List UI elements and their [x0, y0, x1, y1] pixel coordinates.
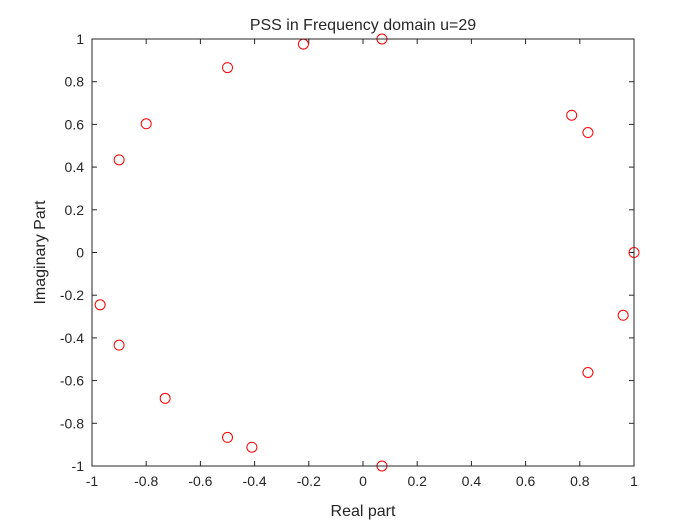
- data-point: [246, 441, 258, 453]
- x-axis-title: Real part: [331, 503, 396, 520]
- data-point: [140, 118, 152, 130]
- y-tick-label: 1: [76, 31, 84, 47]
- data-point: [222, 431, 233, 443]
- chart-title: PSS in Frequency domain u=29: [250, 17, 476, 34]
- data-point: [582, 366, 594, 378]
- y-tick-label: 0.4: [65, 159, 85, 175]
- x-tick-label: 0.8: [570, 473, 590, 489]
- data-point: [113, 154, 125, 166]
- y-tick-label: 0.8: [65, 74, 85, 90]
- x-tick-label: -1: [86, 473, 99, 489]
- y-tick-label: -0.6: [60, 373, 84, 389]
- y-tick-label: -0.8: [60, 415, 84, 431]
- y-tick-label: -1: [72, 458, 85, 474]
- x-tick-label: -0.6: [188, 473, 212, 489]
- data-point: [222, 62, 233, 74]
- x-tick-label: -0.2: [297, 473, 321, 489]
- x-tick-label: 1: [630, 473, 638, 489]
- axis-tick-labels: -1 -0.8 -0.6 -0.4 -0.2 0 0.2 0.4 0.6 0.8 1 1 0.8 0.6 0…: [60, 31, 638, 489]
- x-tick-label: 0: [359, 473, 367, 489]
- axes-box: [91, 38, 635, 467]
- x-tick-label: 0.4: [462, 473, 482, 489]
- data-point: [617, 309, 629, 321]
- y-tick-label: -0.2: [60, 287, 84, 303]
- y-tick-label: 0.6: [65, 116, 85, 132]
- y-tick-label: 0.2: [65, 202, 85, 218]
- data-point: [566, 109, 578, 121]
- y-tick-label: -0.4: [60, 330, 84, 346]
- y-tick-label: 0: [76, 245, 84, 261]
- x-tick-label: -0.8: [134, 473, 158, 489]
- y-axis-title: Imaginary Part: [32, 200, 49, 305]
- x-tick-label: 0.6: [516, 473, 536, 489]
- x-tick-label: -0.4: [243, 473, 267, 489]
- data-point: [159, 392, 171, 404]
- data-point: [94, 299, 106, 311]
- data-point: [582, 127, 594, 139]
- x-tick-label: 0.2: [407, 473, 427, 489]
- data-point: [113, 339, 125, 351]
- plot-area: [92, 39, 634, 466]
